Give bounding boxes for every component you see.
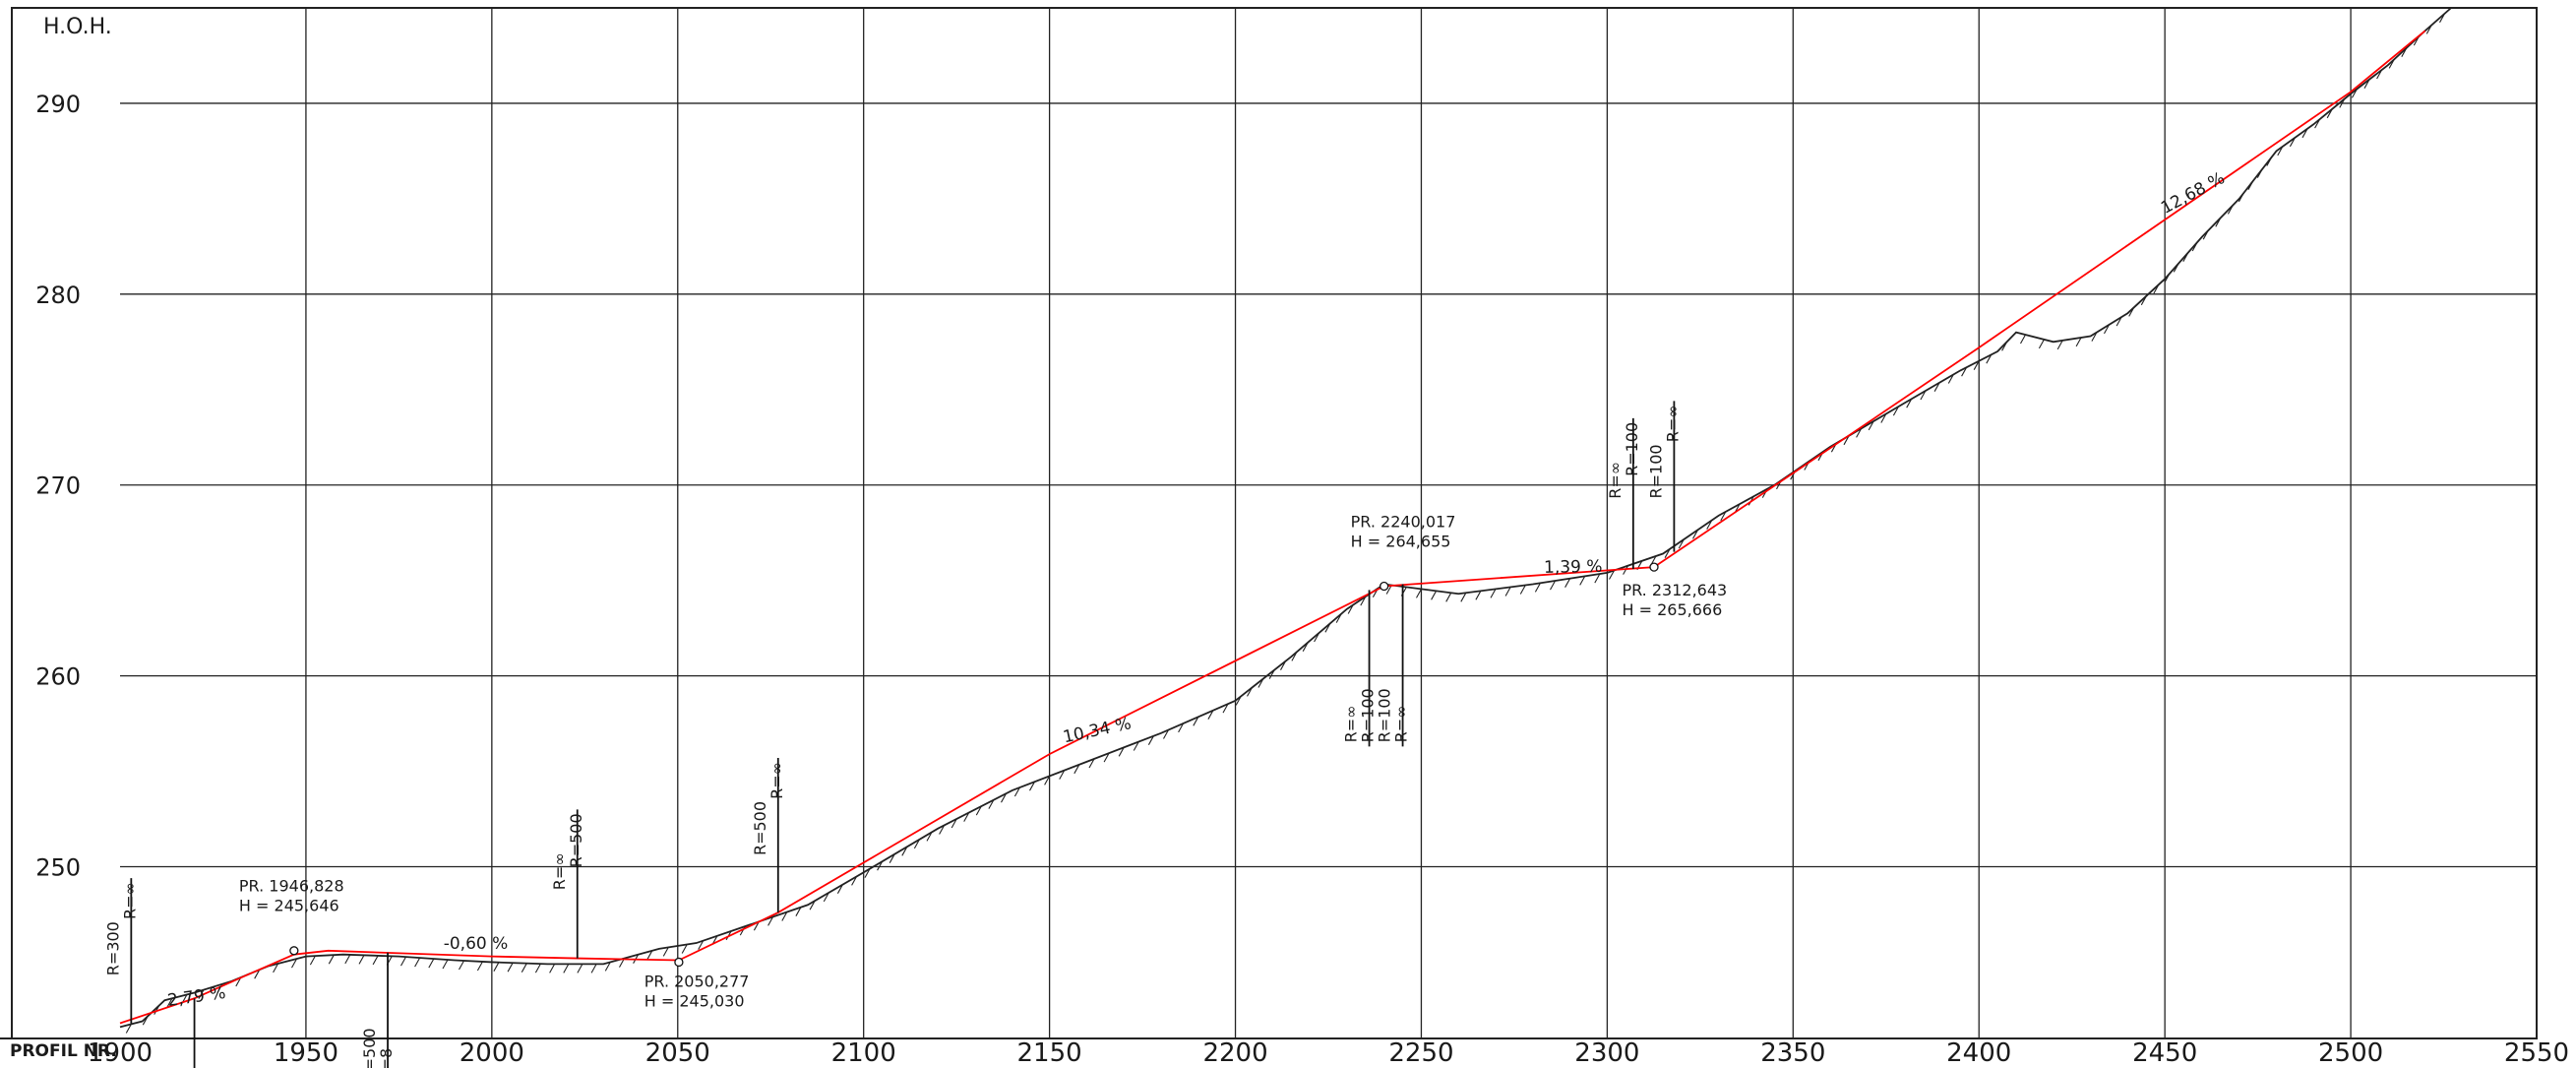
x-tick-label: 2000 (460, 1038, 524, 1068)
y-tick-label: 270 (35, 472, 81, 500)
x-tick-label: 1900 (88, 1038, 153, 1068)
curve-radius-label: R=∞ (1342, 705, 1361, 742)
vertex-point (1380, 581, 1389, 592)
x-tick-label: 2550 (2504, 1038, 2569, 1068)
curve-radius-label: R=8 (377, 1048, 396, 1068)
curve-radius-label: R=∞ (550, 852, 569, 890)
vertex-station-label: PR. 2050,277 (644, 973, 750, 991)
curve-radius-label: R=∞ (1392, 705, 1411, 742)
curve-radius-label: R=∞ (120, 882, 139, 919)
vertex-point (674, 957, 684, 968)
curve-radius-label: R=∞ (767, 762, 786, 799)
x-axis-title: PROFIL NR. (10, 1041, 117, 1061)
y-tick-label: 260 (35, 663, 81, 691)
y-tick-label: 290 (35, 91, 81, 118)
y-axis-title: H.O.H. (43, 15, 112, 39)
x-tick-label: 2350 (1760, 1038, 1825, 1068)
y-tick-label: 280 (35, 282, 81, 309)
vertex-station-label: PR. 2312,643 (1622, 581, 1727, 599)
vertex-point (1649, 562, 1659, 572)
grid (0, 7, 2538, 1039)
vertex-point (289, 946, 299, 956)
curve-radius-label: R=∞ (1663, 405, 1682, 442)
y-tick-label: 250 (35, 854, 81, 882)
x-tick-label: 2100 (831, 1038, 896, 1068)
axis-labels: H.O.H. PROFIL NR. 1900 1950 2000 2050 2100 21… (10, 15, 2569, 1068)
x-tick-label: 2450 (2132, 1038, 2197, 1068)
curve-radius-label: R=100 (1623, 422, 1641, 476)
x-tick-label: 2400 (1946, 1038, 2011, 1068)
x-tick-label: 2500 (2318, 1038, 2383, 1068)
curve-radius-label: R=100 (1646, 444, 1665, 498)
grade-label: -0,60 % (444, 934, 509, 954)
vertex-station-label: PR. 1946,828 (239, 877, 344, 896)
x-tick-label: 2250 (1388, 1038, 1453, 1068)
curve-radius-label: R=500 (567, 813, 585, 867)
vertex-height-label: H = 245,030 (644, 992, 745, 1011)
curve-radius-label: R=500 (360, 1028, 379, 1068)
vertex-height-label: H = 264,655 (1351, 532, 1451, 550)
vertex-height-label: H = 265,666 (1622, 600, 1722, 619)
terrain-layer (119, 7, 2452, 1034)
x-tick-label: 1950 (274, 1038, 338, 1068)
vertex-station-label: PR. 2240,017 (1351, 512, 1456, 531)
grade-label: 1,39 % (1544, 557, 1603, 578)
curve-radius-label: R=100 (1359, 688, 1378, 742)
terrain-line (119, 7, 2452, 1029)
curve-radius-label: R=300 (103, 921, 122, 975)
curve-radius-label: R=500 (751, 801, 769, 855)
x-tick-label: 2200 (1202, 1038, 1267, 1068)
x-tick-label: 2050 (645, 1038, 710, 1068)
curve-radius-label: R=100 (1376, 688, 1394, 742)
curve-radius-label: R=∞ (1606, 462, 1625, 499)
x-tick-label: 2150 (1017, 1038, 1082, 1068)
x-tick-label: 2300 (1574, 1038, 1639, 1068)
vertex-height-label: H = 245,646 (239, 897, 339, 915)
terrain-hatching (125, 13, 2445, 1034)
